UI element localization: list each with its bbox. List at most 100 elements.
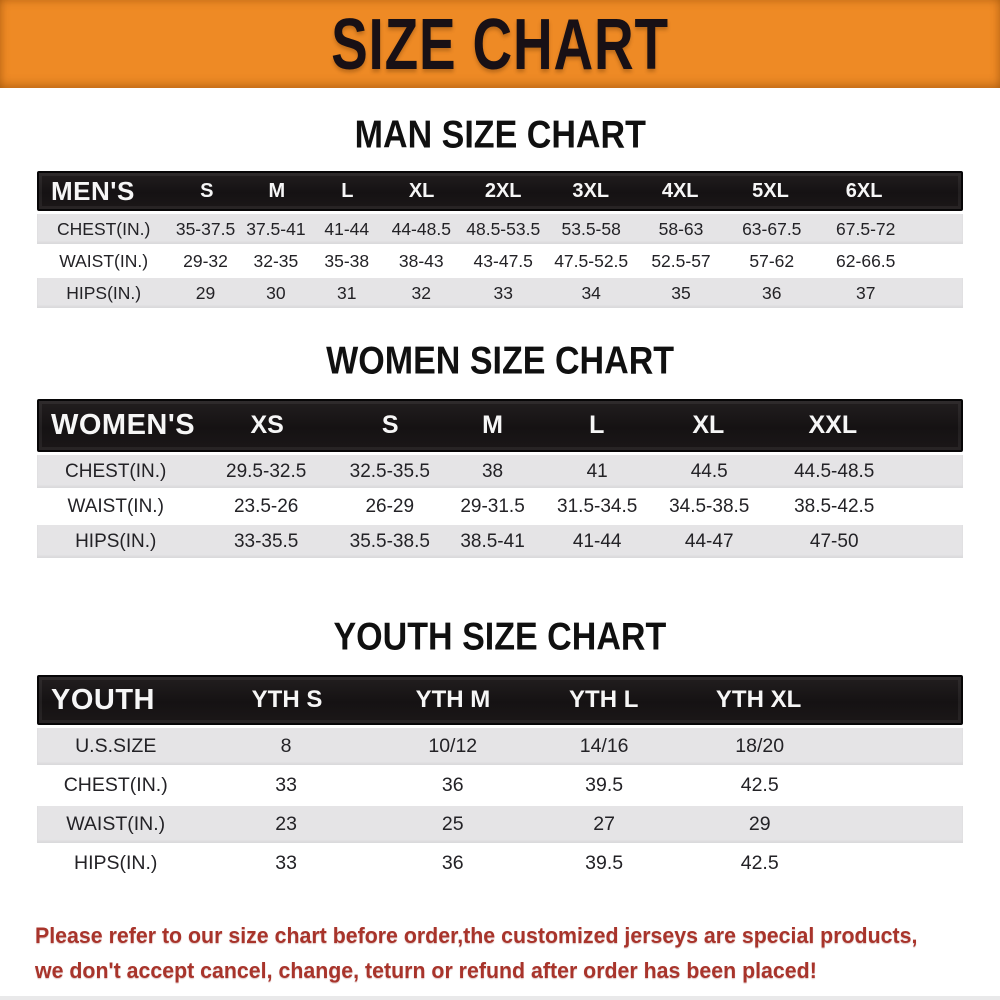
size-column-header: YTH XL [715,686,802,713]
row-label: WAIST(IN.) [59,250,149,271]
size-column-header: M [482,411,503,439]
women-size-table: WOMEN'S XS S M L XL XXL CHEST(IN.) 29.5-32.5 32.5… [37,399,963,558]
size-cell: 29 [195,282,216,303]
size-cell: 63-67.5 [742,218,802,239]
table-row: WAIST(IN.) 29-32 32-35 35-38 38-43 43-47.5 47.… [37,246,963,276]
size-column-header: S [200,179,214,202]
size-cell: 30 [266,282,286,303]
size-cell: 52.5-57 [651,250,711,271]
size-cell: 38.5-41 [460,530,525,552]
youth-header-label: YOUTH [51,683,155,716]
size-cell: 29.5-32.5 [226,460,307,482]
size-cell: 43-47.5 [473,250,533,271]
size-cell: 32 [411,282,432,303]
size-cell: 27 [593,813,615,835]
size-cell: 38.5-42.5 [794,495,875,517]
women-section-heading: WOMEN SIZE CHART [0,338,1000,384]
youth-size-table: YOUTH YTH S YTH M YTH L YTH XL U.S.SIZE 8 10/12… [37,675,963,882]
size-cell: 37 [855,282,876,303]
size-cell: 33 [275,852,297,874]
size-column-header: YTH L [569,686,639,713]
size-cell: 23 [275,813,297,835]
size-column-header: S [381,411,399,439]
table-row: HIPS(IN.) 29 30 31 32 33 34 35 36 37 [37,278,963,308]
table-row: WAIST(IN.) 23.5-26 26-29 29-31.5 31.5-34.5 34… [37,490,963,523]
disclaimer-note: Please refer to our size chart before or… [35,918,1000,988]
size-cell: 44-47 [684,530,734,552]
size-cell: 57-62 [749,250,795,271]
size-cell: 36 [441,852,464,874]
row-label: HIPS(IN.) [73,852,158,874]
size-cell: 39.5 [585,774,624,796]
women-section: WOMEN SIZE CHART WOMEN'S XS S M L XL XXL CHEST(… [0,338,1000,558]
size-column-header: XS [250,411,284,439]
size-column-header: YTH S [251,686,323,713]
youth-section: YOUTH SIZE CHART YOUTH YTH S YTH M YTH L YTH… [0,614,1000,882]
size-column-header: L [589,411,605,439]
size-cell: 58-63 [658,218,704,239]
size-cell: 67.5-72 [836,218,896,239]
size-cell: 25 [441,813,464,835]
size-cell: 18/20 [735,735,785,757]
size-chart-banner: SIZE CHART [0,0,1000,88]
table-row: HIPS(IN.) 33-35.5 35.5-38.5 38.5-41 41-44 44-… [37,525,963,558]
table-row: CHEST(IN.) 29.5-32.5 32.5-35.5 38 41 44.5 44.5… [37,455,963,488]
charts-area: MAN SIZE CHART MEN'S S M L XL 2XL 3XL 4XL 5XL 6XL… [0,112,1000,882]
size-cell: 31 [337,282,357,303]
men-section: MAN SIZE CHART MEN'S S M L XL 2XL 3XL 4XL 5XL 6XL… [0,112,1000,308]
size-column-header: YTH M [415,686,491,713]
women-header-label: WOMEN'S [51,409,196,441]
page-title: SIZE CHART [331,3,669,85]
size-cell: 35-37.5 [175,218,236,239]
women-section-heading-text: WOMEN SIZE CHART [326,338,674,383]
size-cell: 41-44 [572,530,622,552]
women-table-body: CHEST(IN.) 29.5-32.5 32.5-35.5 38 41 44.5 44.5… [37,455,963,558]
size-cell: 48.5-53.5 [466,218,541,239]
size-cell: 38 [481,460,504,482]
size-cell: 62-66.5 [836,250,896,271]
size-cell: 44.5-48.5 [794,460,875,482]
size-cell: 29 [748,813,771,835]
size-cell: 47-50 [809,530,859,552]
table-row: CHEST(IN.) 33 36 39.5 42.5 [37,767,963,804]
disclaimer-line-2: we don't accept cancel, change, teturn o… [35,958,817,983]
size-column-header: M [268,179,286,202]
size-cell: 37.5-41 [246,218,306,239]
size-column-header: XXL [808,411,858,439]
size-cell: 31.5-34.5 [557,495,638,517]
size-column-header: 5XL [752,179,789,202]
size-cell: 44.5 [690,460,728,482]
table-row: WAIST(IN.) 23 25 27 29 [37,806,963,843]
size-cell: 53.5-58 [561,218,621,239]
size-cell: 35 [671,282,691,303]
size-cell: 29-32 [183,250,228,271]
size-cell: 32-35 [253,250,299,271]
size-cell: 35-38 [324,250,370,271]
size-column-header: 3XL [572,179,610,202]
row-label: WAIST(IN.) [66,813,166,835]
row-label: U.S.SIZE [75,735,157,757]
size-cell: 33-35.5 [233,530,299,552]
row-label: HIPS(IN.) [66,282,142,303]
men-table-header-bar: MEN'S S M L XL 2XL 3XL 4XL 5XL 6XL [37,171,963,211]
size-column-header: XL [692,411,725,439]
youth-table-body: U.S.SIZE 8 10/12 14/16 18/20 CHEST(IN.) 33 36 39… [37,728,963,882]
youth-section-heading: YOUTH SIZE CHART [0,614,1000,660]
men-header-label: MEN'S [51,175,135,206]
size-column-header: XL [408,179,435,202]
size-cell: 29-31.5 [460,495,525,517]
table-row: CHEST(IN.) 35-37.5 37.5-41 41-44 44-48.5 48.5… [37,214,963,244]
men-table-body: CHEST(IN.) 35-37.5 37.5-41 41-44 44-48.5 48.5… [37,214,963,308]
size-cell: 39.5 [585,852,624,874]
size-column-header: L [341,179,354,202]
size-cell: 34.5-38.5 [669,495,750,517]
row-label: CHEST(IN.) [63,774,168,796]
women-table-header-bar: WOMEN'S XS S M L XL XXL [37,399,963,452]
youth-table-header-bar: YOUTH YTH S YTH M YTH L YTH XL [37,675,963,725]
men-section-heading-text: MAN SIZE CHART [354,112,646,157]
size-cell: 8 [280,735,292,757]
size-column-header: 6XL [845,179,883,202]
size-cell: 10/12 [428,735,478,757]
row-label: WAIST(IN.) [67,495,164,517]
size-cell: 33 [493,282,513,303]
